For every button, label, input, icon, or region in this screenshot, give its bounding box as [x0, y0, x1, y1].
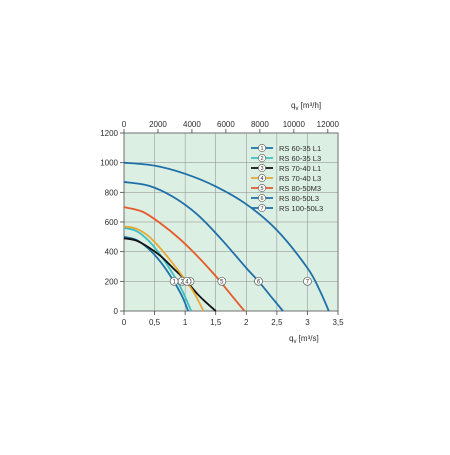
legend-marker-1: [258, 144, 266, 152]
x-bottom-tick-label: 3,5: [332, 318, 344, 327]
curve-marker-label-1: 1: [172, 280, 176, 286]
legend: 1 RS 60-35 L1 2 RS 60-35 L3 3 RS 70-40 L1 4 RS …: [251, 144, 323, 213]
x-bottom-tick-label: 1,5: [210, 318, 222, 327]
x-bottom-tick-label: 1: [183, 318, 188, 327]
curve-marker-label-6: 6: [257, 280, 261, 286]
x-bottom-tick-label: 0: [122, 318, 127, 327]
x-top-axis-title: qv [m³/h]: [291, 101, 321, 112]
series-line-4: [123, 225, 205, 312]
series-line-7: [123, 161, 330, 312]
curve-marker-4: [182, 276, 192, 286]
legend-label-7: RS 100-50L3: [279, 204, 323, 213]
legend-label-3: RS 70-40 L1: [279, 164, 321, 173]
x-top-tick-label: 8000: [251, 120, 269, 129]
legend-marker-6: [258, 194, 266, 202]
legend-label-1: RS 60-35 L1: [279, 144, 321, 153]
x-bottom-tick-label: 2,5: [271, 318, 283, 327]
curve-marker-label-4: 4: [185, 280, 189, 286]
x-bottom-tick-label: 2: [244, 318, 249, 327]
y-tick-label: 200: [105, 277, 119, 286]
x-top-tick-label: 4000: [183, 120, 201, 129]
legend-marker-3: [258, 164, 266, 172]
legend-marker-label-1: 1: [260, 146, 263, 152]
x-top-tick-label: 2000: [149, 120, 167, 129]
curve-marker-7: [303, 276, 312, 286]
legend-label-5: RS 80-50M3: [279, 184, 321, 193]
curve-marker-label-2: 2: [180, 280, 184, 286]
legend-marker-2: [258, 154, 266, 162]
legend-marker-label-7: 7: [260, 206, 263, 212]
x-top-tick-label: 10000: [283, 120, 306, 129]
legend-marker-7: [258, 204, 266, 212]
y-tick-label: 0: [114, 307, 119, 316]
curve-marker-label-7: 7: [306, 280, 310, 286]
y-tick-label: 1200: [100, 129, 118, 138]
y-tick-label: 400: [105, 248, 119, 257]
curve-markers: 1234567: [169, 276, 312, 286]
legend-marker-label-4: 4: [260, 176, 263, 182]
legend-label-6: RS 80-50L3: [279, 194, 319, 203]
x-bottom-tick-label: 3: [305, 318, 310, 327]
y-tick-label: 800: [105, 188, 119, 197]
y-tick-label: 1000: [100, 159, 118, 168]
curve-marker-5: [217, 276, 227, 286]
series-line-3: [123, 237, 217, 312]
y-tick-label: 600: [105, 218, 119, 227]
x-bottom-axis-title: qv [m³/s]: [289, 334, 319, 345]
legend-marker-label-2: 2: [260, 156, 263, 162]
legend-marker-label-3: 3: [260, 166, 263, 172]
x-top-tick-label: 12000: [317, 120, 340, 129]
legend-marker-label-5: 5: [260, 186, 263, 192]
curve-marker-label-5: 5: [220, 280, 224, 286]
legend-label-2: RS 60-35 L3: [279, 154, 321, 163]
x-bottom-tick-label: 0,5: [149, 318, 161, 327]
legend-marker-4: [258, 174, 266, 182]
legend-label-4: RS 70-40 L3: [279, 174, 321, 183]
legend-marker-label-6: 6: [260, 196, 263, 202]
curve-marker-6: [254, 276, 263, 286]
x-top-tick-label: 0: [122, 120, 127, 129]
x-top-tick-label: 6000: [217, 120, 235, 129]
series-line-5: [123, 206, 246, 312]
series-line-6: [123, 181, 284, 312]
legend-marker-5: [258, 184, 266, 192]
series-lines: [123, 161, 330, 312]
